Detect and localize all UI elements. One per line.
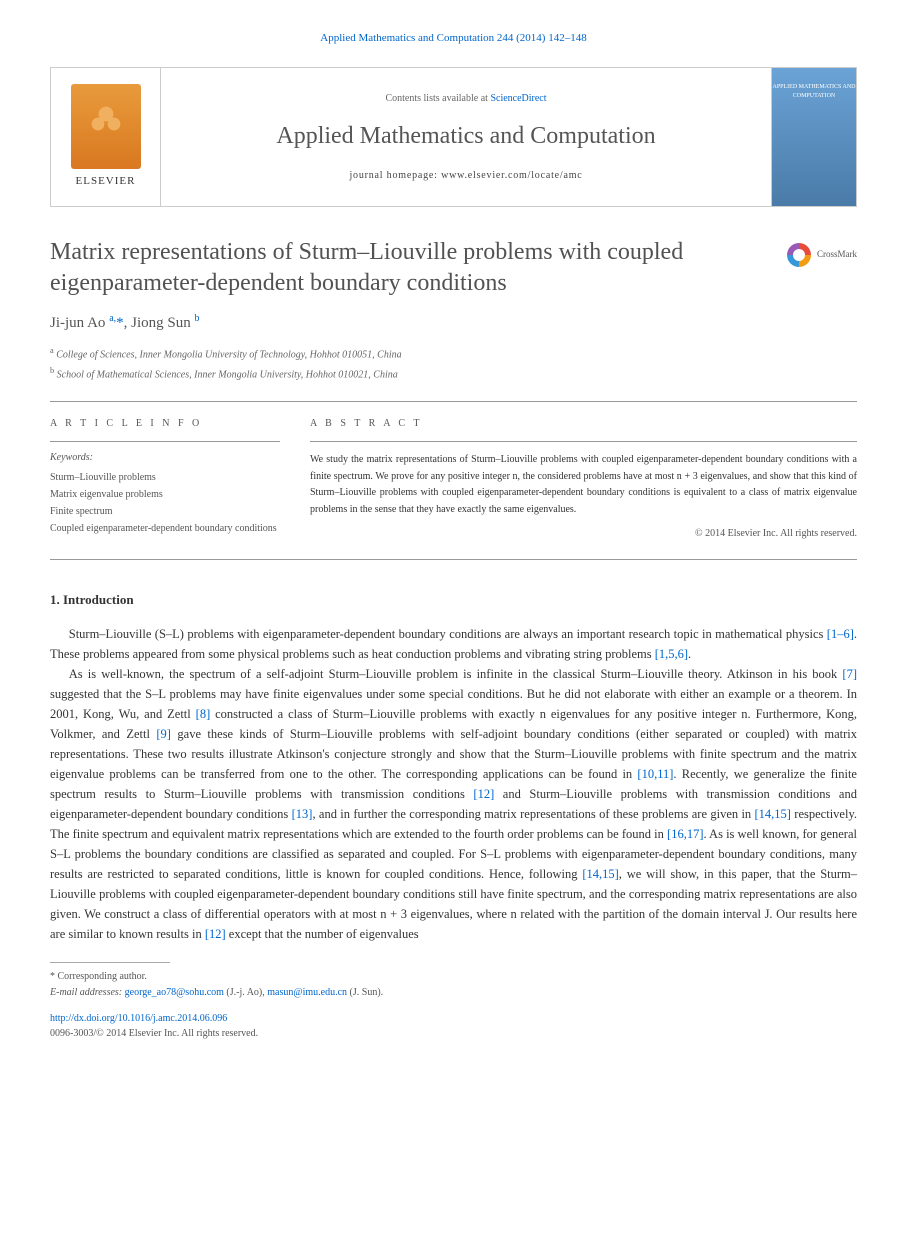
sciencedirect-link[interactable]: ScienceDirect: [490, 93, 546, 104]
keywords-label: Keywords:: [50, 450, 280, 465]
reference-link[interactable]: [16,17]: [667, 827, 703, 841]
keyword-item: Finite spectrum: [50, 503, 280, 520]
affiliation-item: b School of Mathematical Sciences, Inner…: [50, 364, 857, 383]
homepage-url: www.elsevier.com/locate/amc: [441, 170, 582, 181]
keyword-item: Sturm–Liouville problems: [50, 469, 280, 486]
authors-line: Ji-jun Ao a,*, Jiong Sun b: [50, 311, 857, 335]
footnote-divider: [50, 962, 170, 963]
journal-header-bar: ELSEVIER Contents lists available at Sci…: [50, 67, 857, 207]
divider: [50, 441, 280, 442]
keyword-item: Matrix eigenvalue problems: [50, 486, 280, 503]
reference-link[interactable]: [9]: [156, 727, 171, 741]
keyword-item: Coupled eigenparameter-dependent boundar…: [50, 520, 280, 537]
homepage-prefix: journal homepage:: [349, 170, 441, 181]
keywords-list: Sturm–Liouville problemsMatrix eigenvalu…: [50, 469, 280, 537]
reference-link[interactable]: [12]: [473, 787, 494, 801]
email-link[interactable]: george_ao78@sohu.com: [125, 987, 224, 998]
title-row: Matrix representations of Sturm–Liouvill…: [50, 237, 857, 299]
abstract-heading: A B S T R A C T: [310, 416, 857, 431]
affiliations: a College of Sciences, Inner Mongolia Un…: [50, 344, 857, 383]
top-citation: Applied Mathematics and Computation 244 …: [50, 30, 857, 47]
divider: [310, 441, 857, 442]
crossmark-label: CrossMark: [817, 248, 857, 262]
section-1-heading: 1. Introduction: [50, 590, 857, 610]
issn-copyright-line: 0096-3003/© 2014 Elsevier Inc. All right…: [50, 1026, 857, 1041]
abstract-copyright: © 2014 Elsevier Inc. All rights reserved…: [310, 526, 857, 541]
journal-cover-thumbnail: APPLIED MATHEMATICS AND COMPUTATION: [771, 68, 856, 206]
journal-homepage-line: journal homepage: www.elsevier.com/locat…: [349, 168, 582, 183]
header-center: Contents lists available at ScienceDirec…: [161, 68, 771, 206]
abstract-text: We study the matrix representations of S…: [310, 452, 857, 518]
journal-name: Applied Mathematics and Computation: [276, 118, 655, 154]
contents-lists-line: Contents lists available at ScienceDirec…: [385, 91, 546, 106]
crossmark-badge[interactable]: CrossMark: [787, 243, 857, 267]
email-addresses-line: E-mail addresses: george_ao78@sohu.com (…: [50, 985, 857, 1001]
reference-link[interactable]: [13]: [292, 807, 313, 821]
publisher-name: ELSEVIER: [76, 173, 136, 190]
info-abstract-row: A R T I C L E I N F O Keywords: Sturm–Li…: [50, 402, 857, 559]
reference-link[interactable]: [7]: [842, 667, 857, 681]
contents-prefix: Contents lists available at: [385, 93, 490, 104]
reference-link[interactable]: [8]: [196, 707, 211, 721]
elsevier-logo: ELSEVIER: [51, 68, 161, 206]
doi-link[interactable]: http://dx.doi.org/10.1016/j.amc.2014.06.…: [50, 1011, 857, 1026]
crossmark-icon: [787, 243, 811, 267]
article-info-heading: A R T I C L E I N F O: [50, 416, 280, 431]
article-info-column: A R T I C L E I N F O Keywords: Sturm–Li…: [50, 416, 280, 541]
abstract-column: A B S T R A C T We study the matrix repr…: [310, 416, 857, 541]
email-link[interactable]: masun@imu.edu.cn: [267, 987, 347, 998]
article-title: Matrix representations of Sturm–Liouvill…: [50, 237, 787, 299]
reference-link[interactable]: [10,11]: [637, 767, 673, 781]
cover-text: APPLIED MATHEMATICS AND COMPUTATION: [772, 83, 856, 101]
divider: [50, 559, 857, 560]
affiliation-item: a College of Sciences, Inner Mongolia Un…: [50, 344, 857, 363]
reference-link[interactable]: [1,5,6]: [655, 647, 688, 661]
reference-link[interactable]: [1–6]: [827, 627, 854, 641]
intro-para-1: Sturm–Liouville (S–L) problems with eige…: [50, 624, 857, 664]
corresponding-author-note: * Corresponding author.: [50, 969, 857, 985]
intro-para-2: As is well-known, the spectrum of a self…: [50, 664, 857, 944]
reference-link[interactable]: [12]: [205, 927, 226, 941]
elsevier-tree-icon: [71, 84, 141, 169]
reference-link[interactable]: [14,15]: [755, 807, 791, 821]
reference-link[interactable]: [14,15]: [582, 867, 618, 881]
